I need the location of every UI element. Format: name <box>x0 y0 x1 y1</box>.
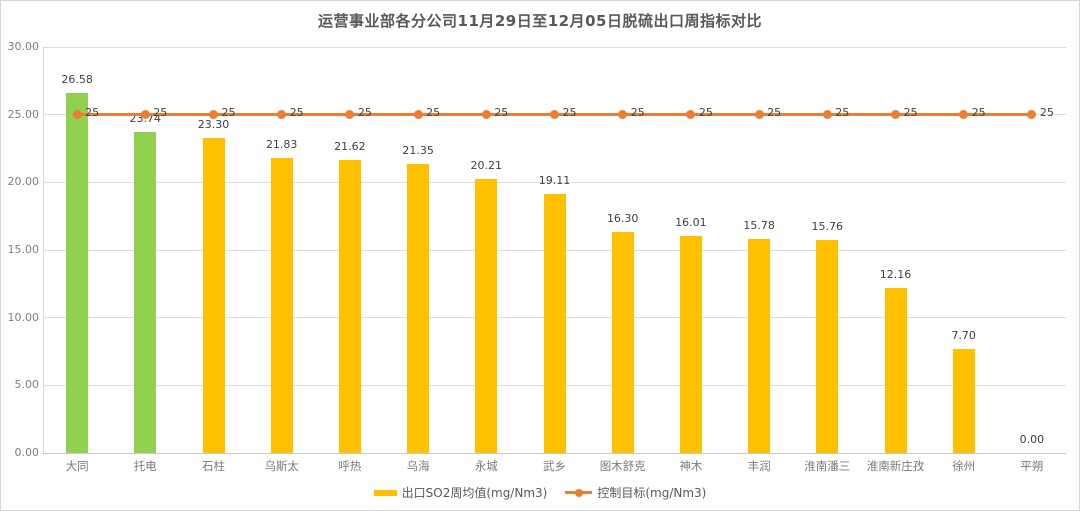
bar-value-label: 21.83 <box>265 137 298 151</box>
target-marker <box>618 110 628 120</box>
x-axis-label: 图木舒克 <box>599 459 646 473</box>
legend-entry-bar-series: 出口SO2周均值(mg/Nm3) <box>373 484 548 501</box>
target-marker <box>72 110 82 120</box>
target-marker <box>413 110 423 120</box>
target-marker <box>345 110 355 120</box>
bar-value-label: 19.11 <box>538 174 571 188</box>
y-axis-tick-label: 20.00 <box>7 175 40 189</box>
x-axis-label: 武乡 <box>543 459 566 473</box>
legend-bar-swatch <box>373 489 397 496</box>
x-axis-label: 平朔 <box>1020 459 1044 473</box>
bar <box>66 93 89 453</box>
target-value-label: 25 <box>1039 105 1054 119</box>
x-axis-label: 石柱 <box>202 459 225 473</box>
bar <box>816 239 839 453</box>
bar <box>611 232 634 453</box>
target-marker <box>140 110 150 120</box>
target-marker <box>1027 110 1037 120</box>
y-axis-line <box>43 47 44 453</box>
legend-line-marker-dot <box>574 488 583 497</box>
bar <box>475 179 498 453</box>
target-value-label: 25 <box>221 105 236 119</box>
x-axis-label: 乌斯太 <box>264 459 299 473</box>
legend-bar-label: 出口SO2周均值(mg/Nm3) <box>401 486 548 500</box>
bar-value-label: 16.01 <box>675 216 707 230</box>
bar <box>270 157 293 453</box>
bar <box>679 236 702 453</box>
bar-value-label: 26.58 <box>61 73 93 87</box>
target-marker <box>754 110 764 120</box>
target-marker <box>550 110 559 120</box>
legend-entry-line-series: 控制目标(mg/Nm3) <box>565 484 706 501</box>
bar-value-label: 7.70 <box>951 328 976 342</box>
x-axis-label: 乌海 <box>406 459 430 473</box>
target-value-label: 25 <box>357 105 372 119</box>
bar <box>134 131 157 453</box>
target-marker <box>481 110 491 120</box>
target-marker <box>959 110 969 120</box>
bar-value-label: 23.30 <box>197 117 230 131</box>
target-marker <box>822 110 832 120</box>
y-axis-tick-label: 10.00 <box>7 310 40 324</box>
target-value-label: 25 <box>767 105 782 119</box>
x-axis-label: 淮南新庄孜 <box>866 459 925 473</box>
target-value-label: 25 <box>562 105 577 119</box>
bar-value-label: 15.76 <box>811 219 844 233</box>
bar <box>202 137 225 453</box>
target-marker <box>209 110 218 120</box>
bar-value-label: 0.00 <box>1019 433 1045 446</box>
bar <box>748 239 771 453</box>
bar-value-label: 21.35 <box>402 144 434 158</box>
x-axis-label: 丰润 <box>747 459 771 473</box>
legend-line-swatch <box>565 488 593 497</box>
target-value-label: 25 <box>494 105 509 119</box>
target-value-label: 25 <box>971 105 986 119</box>
x-axis-label: 呼热 <box>338 459 362 473</box>
target-value-label: 25 <box>85 105 100 119</box>
target-value-label: 25 <box>698 105 713 119</box>
target-value-label: 25 <box>153 105 168 119</box>
bar <box>884 288 907 453</box>
y-axis-tick-label: 30.00 <box>7 40 40 53</box>
legend: 出口SO2周均值(mg/Nm3) 控制目标(mg/Nm3) <box>1 484 1079 501</box>
y-axis-tick-label: 25.00 <box>7 107 40 121</box>
target-marker <box>891 110 900 120</box>
bar-value-label: 21.62 <box>334 140 366 154</box>
bar-value-label: 15.78 <box>743 219 775 233</box>
target-value-label: 25 <box>630 105 645 119</box>
gridline <box>43 46 1066 48</box>
x-axis-label: 大同 <box>65 459 89 473</box>
bar <box>952 348 975 453</box>
bar <box>543 194 566 453</box>
legend-line-label: 控制目标(mg/Nm3) <box>597 486 707 500</box>
target-value-label: 25 <box>426 105 441 119</box>
bar <box>338 160 361 453</box>
bar-value-label: 16.30 <box>606 212 639 226</box>
y-axis-tick-label: 0.00 <box>14 446 40 459</box>
gridline <box>43 181 1066 183</box>
bar <box>407 164 430 453</box>
target-value-label: 25 <box>289 105 304 119</box>
target-marker <box>686 110 696 120</box>
gridline <box>43 452 1066 454</box>
y-axis-tick-label: 5.00 <box>14 378 40 392</box>
x-axis-label: 淮南潘三 <box>804 459 851 473</box>
chart-title: 运营事业部各分公司11月29日至12月05日脱硫出口周指标对比 <box>318 12 762 30</box>
bar-value-label: 12.16 <box>879 268 912 282</box>
target-value-label: 25 <box>835 105 850 119</box>
y-axis-tick-label: 15.00 <box>7 243 40 256</box>
x-axis-label: 徐州 <box>952 459 976 473</box>
x-axis-label: 永城 <box>474 459 498 473</box>
target-value-label: 25 <box>903 105 918 119</box>
x-axis-label: 神木 <box>679 459 703 473</box>
bar-value-label: 20.21 <box>470 159 503 173</box>
target-marker <box>277 110 287 120</box>
x-axis-label: 托电 <box>133 459 157 473</box>
